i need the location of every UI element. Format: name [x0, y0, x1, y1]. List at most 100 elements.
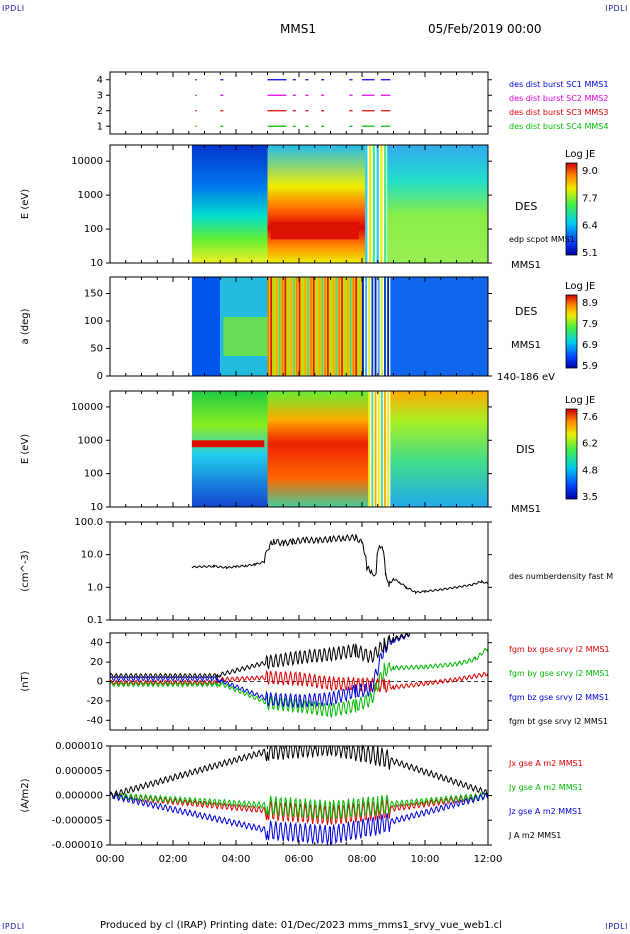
pad-active-band	[346, 277, 349, 376]
y-axis-label: (cm^-3)	[20, 550, 31, 591]
pad-active-band	[278, 277, 281, 376]
y-axis-label: E (eV)	[20, 434, 31, 464]
y-axis-label: (nT)	[20, 671, 31, 691]
dis-spectrogram-band	[368, 391, 371, 507]
pad-active-band	[349, 277, 352, 376]
density-panel-frame	[109, 521, 489, 621]
des-colorbar-tick-label: 7.7	[582, 193, 598, 204]
magnetic-series-line	[109, 633, 410, 709]
magnetic-legend-label: fgm by gse srvy l2 MMS1	[509, 669, 610, 678]
des-y-tick-label: 100	[84, 224, 103, 235]
current-legend-label: Jx gse A m2 MMS1	[508, 759, 583, 768]
dis-spectrogram-band	[371, 391, 374, 507]
time-tick-label: 10:00	[411, 854, 440, 865]
time-tick-label: 00:00	[96, 854, 125, 865]
current-y-tick-label: -0.000005	[52, 815, 103, 826]
des-spectrogram-band	[372, 145, 375, 263]
magnetic-series-line	[109, 647, 489, 719]
pad-colorbar-title: Log JE	[565, 281, 595, 292]
dis-y-tick-label: 10	[90, 502, 103, 513]
current-legend-label: Jy gse A m2 MMS1	[508, 783, 583, 792]
magnetic-y-tick-label: 40	[90, 638, 103, 649]
time-tick-label: 06:00	[285, 854, 314, 865]
des-y-tick-label: 10	[90, 258, 103, 269]
pad-active-band	[290, 277, 292, 376]
legend-entry: des dist burst SC3 MMS3	[509, 108, 608, 117]
y-axis-label: (A/m2)	[20, 778, 31, 812]
magnetic-series-line	[109, 669, 489, 693]
magnetic-legend-label: fgm bz gse srvy l2 MMS1	[509, 693, 609, 702]
footer-credit: Produced by cl (IRAP) Printing date: 01/…	[100, 920, 502, 931]
pad-right-sc-label: MMS1	[511, 340, 541, 351]
pad-active-band	[352, 277, 355, 376]
des-spectrogram-active	[267, 145, 366, 263]
pad-active-band	[324, 277, 326, 376]
pad-active-band	[267, 277, 270, 376]
current-y-tick-label: -0.000010	[52, 840, 103, 851]
pad-active-band	[327, 277, 329, 376]
pad-active-band	[332, 277, 335, 376]
y-axis-label: a (deg)	[20, 308, 31, 344]
magnetic-legend-label: fgm bt gse srvy l2 MMS1	[509, 717, 608, 726]
pad-active-band	[312, 277, 315, 376]
legend-entry: des dist burst SC1 MMS1	[509, 80, 608, 89]
density-y-tick-label: 1.0	[87, 582, 103, 593]
pad-active-band	[270, 277, 273, 376]
dis-spectrogram-band	[374, 391, 377, 507]
magnetic-y-tick-label: 20	[90, 657, 103, 668]
des-colorbar	[565, 162, 578, 256]
pad-transition-band	[368, 277, 371, 376]
des-right-label: DES	[515, 200, 537, 213]
dis-colorbar-tick-label: 7.6	[582, 412, 598, 423]
pad-active-band	[318, 277, 321, 376]
spectrogram-fills	[191, 145, 488, 507]
pad-transition-band	[387, 277, 390, 376]
pad-right-energy-label: 140-186 eV	[497, 372, 555, 383]
pad-active-band	[301, 277, 304, 376]
dis-colorbar-tick-label: 6.2	[582, 439, 598, 450]
des-spectrogram-band	[368, 145, 372, 263]
date-title: 05/Feb/2019 00:00	[428, 22, 542, 36]
pad-active-band	[295, 277, 298, 376]
pad-early	[191, 277, 221, 376]
burst-y-tick-label: 4	[97, 75, 103, 86]
pad-active-band	[329, 277, 332, 376]
pad-active-band	[307, 277, 309, 376]
des-right-sublabel: edp scpot MMS1	[509, 235, 575, 244]
legend-entry: des dist burst SC4 MMS4	[509, 122, 608, 131]
dis-y-tick-label: 100	[84, 469, 103, 480]
density-y-tick-label: 0.1	[87, 615, 103, 626]
density-y-tick-label: 10.0	[81, 550, 103, 561]
des-spectrogram-band	[365, 145, 368, 263]
dis-spectrogram-active	[267, 391, 369, 507]
magnetic-y-tick-label: -20	[87, 696, 103, 707]
pad-active-band	[273, 277, 275, 376]
des-spectrogram-late	[387, 145, 488, 263]
pad-active-band	[355, 277, 358, 376]
density-series-line	[191, 533, 489, 595]
dis-colorbar-tick-label: 4.8	[582, 465, 598, 476]
dis-colorbar	[565, 408, 578, 500]
pad-colorbar-tick-label: 8.9	[582, 298, 598, 309]
des-spectrogram-core	[270, 222, 359, 240]
dis-colorbar-tick-label: 3.5	[582, 492, 598, 503]
des-spectrogram-band	[380, 145, 383, 263]
time-tick-label: 12:00	[474, 854, 503, 865]
pad-active-band	[361, 277, 362, 376]
corner-label-top-left: IPDLI	[2, 4, 25, 13]
current-y-tick-label: 0.000010	[55, 741, 103, 752]
burst-y-tick-label: 3	[97, 90, 103, 101]
dis-spectrogram-band	[384, 391, 386, 507]
pad-active-band	[287, 277, 290, 376]
pad-active-band	[315, 277, 318, 376]
y-axis-label: E (eV)	[20, 189, 31, 219]
time-tick-label: 02:00	[159, 854, 188, 865]
dis-right-label: DIS	[516, 443, 535, 456]
pad-active-band	[335, 277, 338, 376]
current-series-line	[109, 791, 489, 845]
spacecraft-title: MMS1	[280, 22, 316, 36]
des-y-tick-label: 10000	[71, 156, 103, 167]
pad-mid-band	[223, 317, 268, 356]
corner-label-bottom-right: IPDLI	[605, 922, 628, 931]
